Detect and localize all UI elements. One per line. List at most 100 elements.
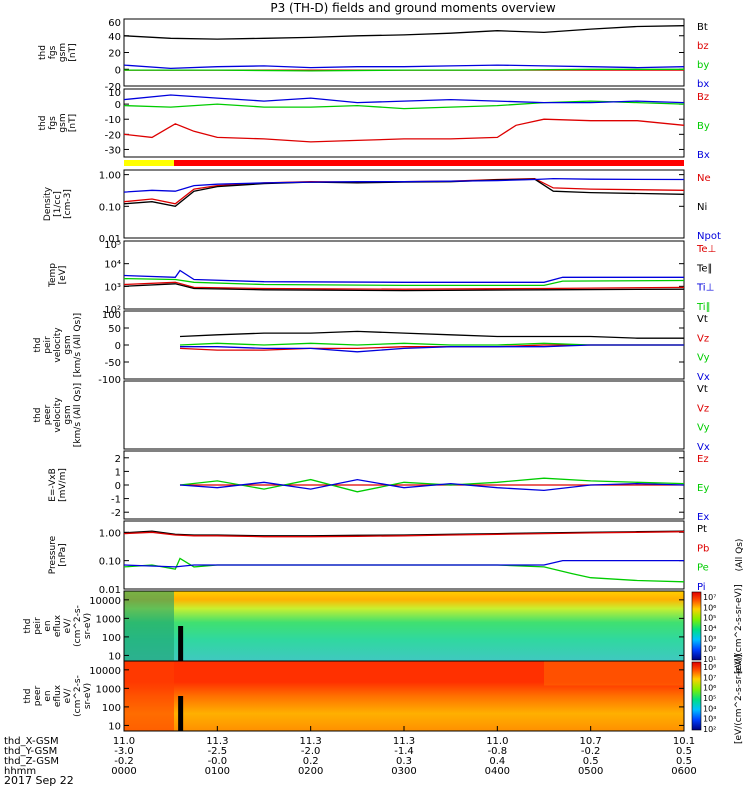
y-axis-label-line: fgs <box>48 45 58 59</box>
y-tick-label: 0 <box>115 100 121 111</box>
y-axis-label-line: [nT] <box>68 114 78 132</box>
y-tick-label: 1.00 <box>99 528 121 539</box>
y-axis-label: E=-VxB [mV/m] <box>48 468 68 502</box>
y-axis-label-line: eflux <box>53 614 63 637</box>
x-tick-label: -0.2 <box>114 756 134 767</box>
y-axis-label-line: [eV] <box>58 266 68 285</box>
y-axis-label-line: sr-eV) <box>83 683 93 709</box>
data-gap-bar <box>178 696 184 731</box>
y-axis-label-line: peer <box>33 685 43 706</box>
y-axis-label: thd peir en eflux eV/(cm^2-s-sr-eV) <box>23 605 93 647</box>
y-axis-label-line: velocity <box>53 327 63 363</box>
y-tick-label: 10⁵ <box>104 240 121 251</box>
x-tick-label: -1.4 <box>394 746 414 757</box>
y-tick-label: 1000 <box>96 614 121 625</box>
date-label: 2017 Sep 22 <box>4 774 74 787</box>
series-line <box>123 269 684 283</box>
y-tick-label: 10³ <box>104 282 121 293</box>
spectrogram-region <box>544 661 684 686</box>
y-axis-label-line: gsm <box>63 405 73 424</box>
colorbar-tick-label: 10⁸ <box>703 663 716 672</box>
series-line <box>123 557 685 583</box>
x-axis-labels: thd_X-GSMthd_Y-GSMthd_Z-GSMhhmm11.0-3.0-… <box>4 726 697 777</box>
y-tick-label: 10⁴ <box>104 260 121 271</box>
legend-label: Vt <box>697 384 708 395</box>
y-axis-label-line: en <box>43 620 53 631</box>
colorbar-tick-label: 10⁶ <box>703 684 716 693</box>
y-tick-label: 10 <box>108 88 121 99</box>
colorbar-tick-label: 10⁵ <box>703 614 716 623</box>
y-axis-label-line: gsm <box>58 113 68 132</box>
colorbar-scale <box>691 591 702 661</box>
legend-label: by <box>697 60 709 71</box>
y-axis-label: thd peir velocity gsm [km/s (All Qs)] <box>33 313 83 377</box>
y-axis-label: Pressure [nPa] <box>48 535 68 574</box>
y-tick-label: 40 <box>108 32 121 43</box>
x-tick-label: -2.5 <box>208 746 228 757</box>
series-line <box>123 531 685 538</box>
y-axis-label-line: peir <box>33 617 43 635</box>
colorbar-tick-label: 10⁷ <box>703 673 716 682</box>
x-tick-label: 11.0 <box>113 736 135 747</box>
spectrogram-region <box>124 661 174 731</box>
quality-flag-bar <box>124 160 684 166</box>
y-axis-label-line: eV/ <box>63 618 73 634</box>
series-line <box>123 64 685 70</box>
panel-1: 60 40 20 0 -20 thd fgs gsm [nT] Bt bz by bx <box>38 18 709 93</box>
y-axis-label-line: thd <box>33 338 43 353</box>
x-tick-label: 0500 <box>578 766 603 777</box>
series-line <box>179 330 684 339</box>
y-tick-label: 2 <box>115 454 121 465</box>
y-tick-label: 100 <box>102 310 121 321</box>
spectrogram <box>124 591 684 661</box>
y-tick-label: -30 <box>105 145 121 156</box>
y-axis-label-line: Density <box>43 186 53 221</box>
series-line <box>123 530 685 537</box>
y-tick-label: 10000 <box>89 666 121 677</box>
y-axis-label-line: thd <box>23 619 33 634</box>
data-gap-bar <box>178 626 184 661</box>
y-tick-label: 1.00 <box>99 171 121 182</box>
panel-4: 10⁵ 10⁴ 10³ 10² Temp [eV] Te⊥ Te∥ Ti⊥ Ti∥ <box>48 240 716 316</box>
x-tick-label: -3.0 <box>114 746 134 757</box>
colorbar-tick-label: 10⁴ <box>703 624 716 633</box>
legend-label: Vt <box>697 314 708 325</box>
x-tick-label: -0.2 <box>581 746 601 757</box>
y-axis-label-line: eV/ <box>63 688 73 704</box>
figure-title: P3 (TH-D) fields and ground moments over… <box>270 1 555 15</box>
legend-label: Pe <box>697 563 709 574</box>
plot-frame <box>123 169 685 239</box>
x-tick-label: 11.3 <box>300 736 322 747</box>
x-tick-label: 10.7 <box>580 736 602 747</box>
x-tick-label: 11.3 <box>206 736 228 747</box>
y-axis-label: thd peer en eflux eV/(cm^2-s-sr-eV) <box>23 675 93 717</box>
legend-label: Te⊥ <box>696 244 716 255</box>
y-axis-label: Density [1/cc] [cm-3] <box>43 186 73 221</box>
y-axis-label-line: gsm <box>58 43 68 62</box>
panel-3: 1.00 0.10 0.01 Density [1/cc] [cm-3] Ne Ni Npot <box>43 169 721 245</box>
y-tick-label: 0.10 <box>99 202 121 213</box>
legend-label: Ni <box>697 202 707 213</box>
y-axis-label-line: [km/s (All Qs)] <box>73 313 83 377</box>
legend-label: Ex <box>697 512 709 523</box>
series-line <box>123 178 685 207</box>
panel-6: thd peer velocity gsm [km/s (All Qs)] Vt Vz Vy V… <box>33 380 710 453</box>
y-axis-label-line: [cm-3] <box>63 189 73 219</box>
y-tick-label: -50 <box>105 358 121 369</box>
x-tick-label: 10.1 <box>673 736 695 747</box>
y-tick-label: -2 <box>111 508 121 519</box>
y-tick-label: 0.01 <box>99 585 121 596</box>
series-line <box>179 477 685 493</box>
x-tick-label: 0600 <box>671 766 696 777</box>
legend-label: Vy <box>697 353 710 364</box>
x-tick-label: 0.5 <box>676 756 692 767</box>
x-tick-label: 11.0 <box>486 736 508 747</box>
y-tick-label: -1 <box>111 495 121 506</box>
colorbar-label: [eV/(cm^2-s-sr-eV)] <box>734 584 744 674</box>
legend-label: By <box>697 121 710 132</box>
panel-8: 1.00 0.10 0.01 Pressure [nPa] (All Qs) Pt Pb Pe P… <box>48 520 745 596</box>
y-axis-label-line: fgs <box>48 116 58 130</box>
y-tick-label: 20 <box>108 49 121 60</box>
